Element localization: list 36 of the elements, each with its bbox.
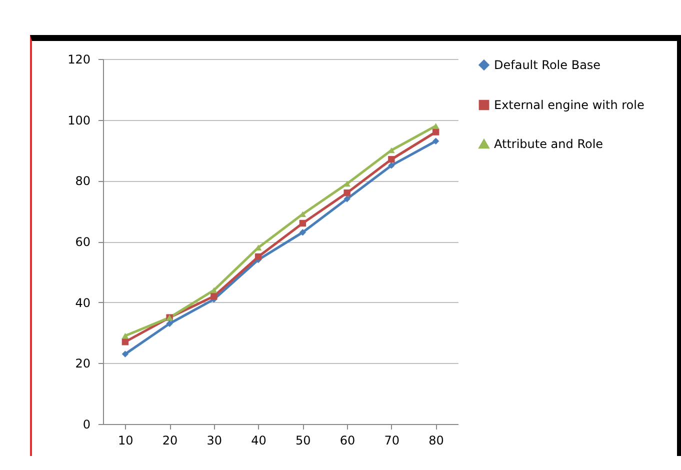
- y-tick-label: 80: [75, 174, 90, 188]
- point: [299, 220, 306, 227]
- x-tick-label: 80: [428, 434, 444, 448]
- y-tick-label: 100: [68, 113, 90, 128]
- point: [432, 123, 440, 129]
- point: [210, 292, 218, 300]
- point: [122, 350, 129, 358]
- legend-label: Default Role Base: [494, 58, 601, 72]
- x-tick-label: 20: [162, 434, 178, 448]
- x-tick-label: 30: [206, 434, 222, 448]
- x-tick-label: 50: [296, 434, 311, 448]
- x-tick-label: 70: [384, 434, 400, 448]
- point: [388, 147, 395, 154]
- point: [166, 320, 173, 327]
- point: [344, 196, 350, 202]
- point: [344, 189, 350, 196]
- point: [254, 253, 262, 260]
- point: [432, 128, 440, 136]
- point: [299, 229, 306, 236]
- x-tick-label: 60: [340, 434, 356, 448]
- point: [122, 338, 129, 346]
- x-tick-label: 40: [251, 434, 266, 448]
- point: [388, 162, 395, 169]
- legend-label: External engine with role: [494, 98, 644, 112]
- point: [388, 156, 395, 163]
- point: [122, 332, 129, 339]
- x-tick-label: 10: [118, 434, 134, 448]
- point: [432, 138, 440, 144]
- y-tick-label: 60: [75, 235, 90, 249]
- point: [344, 180, 350, 187]
- y-tick-label: 120: [68, 52, 90, 66]
- y-tick-label: 40: [75, 296, 90, 310]
- legend-label: Attribute and Role: [494, 137, 604, 151]
- y-tick-label: 0: [82, 418, 90, 432]
- y-tick-label: 20: [75, 356, 90, 371]
- point: [210, 287, 218, 294]
